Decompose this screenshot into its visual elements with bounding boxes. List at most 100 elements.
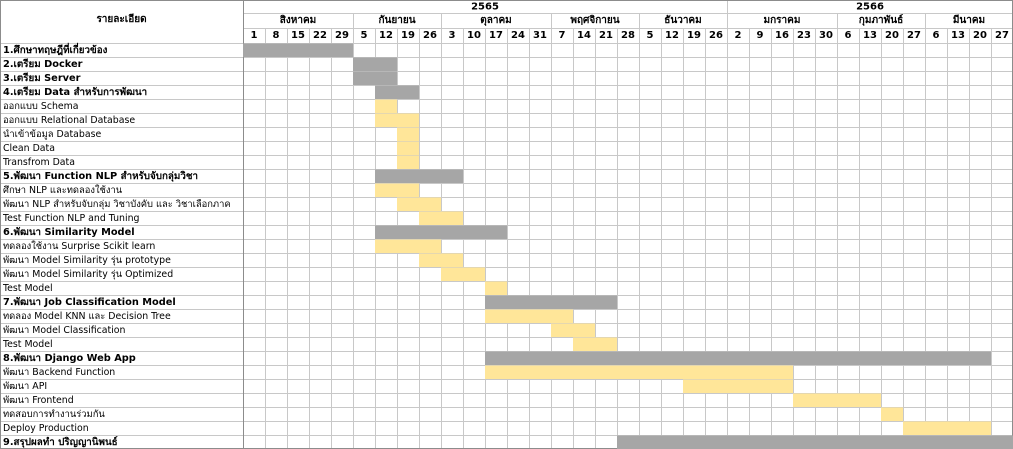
bar-9 [397, 155, 419, 169]
phase-label: 4.เตรียม Data สำหรับการพัฒนา [3, 86, 147, 98]
day-label: 15 [291, 30, 305, 41]
bar-15 [375, 239, 441, 253]
day-label: 10 [467, 30, 481, 41]
day-label: 12 [665, 30, 679, 41]
bar-23 [485, 351, 991, 365]
day-label: 2 [735, 30, 742, 41]
day-label: 6 [933, 30, 940, 41]
day-label: 20 [885, 30, 899, 41]
bar-14 [375, 225, 507, 239]
day-label: 19 [401, 30, 415, 41]
month-label: มกราคม [764, 15, 801, 26]
bars [243, 43, 1013, 449]
day-label: 5 [361, 30, 368, 41]
year-label: 2566 [856, 2, 884, 13]
task-label: ออกแบบ Schema [3, 101, 79, 112]
task-label: นำเข้าข้อมูล Database [3, 129, 101, 140]
year-label: 2565 [471, 2, 499, 13]
task-label: Deploy Production [3, 423, 89, 434]
day-label: 7 [559, 30, 566, 41]
phase-label: 2.เตรียม Docker [3, 58, 83, 70]
day-label: 22 [313, 30, 327, 41]
bar-17 [441, 267, 485, 281]
bar-29 [617, 435, 1013, 449]
phase-label: 7.พัฒนา Job Classification Model [3, 296, 176, 308]
day-label: 13 [863, 30, 877, 41]
day-label: 3 [449, 30, 456, 41]
bar-22 [573, 337, 617, 351]
phase-label: 6.พัฒนา Similarity Model [3, 226, 135, 238]
bar-4 [375, 85, 419, 99]
month-label: มีนาคม [953, 14, 985, 26]
bar-6 [375, 113, 419, 127]
day-label: 19 [687, 30, 701, 41]
day-label: 29 [335, 30, 349, 41]
phase-label: 8.พัฒนา Django Web App [3, 352, 136, 364]
bar-24 [485, 365, 793, 379]
month-label: ธันวาคม [664, 14, 701, 26]
day-label: 8 [273, 30, 280, 41]
bar-12 [397, 197, 441, 211]
bar-13 [419, 211, 463, 225]
task-label: พัฒนา Model Similarity รุ่น Optimized [3, 269, 173, 280]
day-label: 13 [951, 30, 965, 41]
bar-5 [375, 99, 397, 113]
phase-label: 1.ศึกษาทฤษฎีที่เกี่ยวข้อง [3, 42, 108, 56]
month-label: สิงหาคม [280, 14, 316, 26]
task-label: พัฒนา Model Classification [3, 325, 126, 336]
day-label: 1 [251, 30, 258, 41]
bar-25 [683, 379, 793, 393]
day-label: 27 [907, 30, 921, 41]
task-label: ศึกษา NLP และทดลองใช้งาน [3, 184, 123, 196]
task-label: พัฒนา Frontend [3, 395, 74, 406]
day-label: 12 [379, 30, 393, 41]
bar-28 [903, 421, 991, 435]
month-label: พฤศจิกายน [570, 14, 619, 26]
day-label: 31 [533, 30, 547, 41]
task-label: ออกแบบ Relational Database [3, 115, 135, 126]
bar-21 [551, 323, 595, 337]
bar-2 [353, 57, 397, 71]
phase-label: 3.เตรียม Server [3, 72, 81, 84]
bar-26 [793, 393, 881, 407]
bar-10 [375, 169, 463, 183]
task-label: Transfrom Data [2, 157, 75, 168]
bar-19 [485, 295, 617, 309]
bar-8 [397, 141, 419, 155]
month-label: กันยายน [378, 14, 415, 26]
phase-label: 9.สรุปผลทำ ปริญญานิพนธ์ [3, 436, 118, 448]
day-label: 24 [511, 30, 525, 41]
bar-7 [397, 127, 419, 141]
month-label: กุมภาพันธ์ [859, 14, 903, 26]
bar-18 [485, 281, 507, 295]
phase-label: 5.พัฒนา Function NLP สำหรับจับกลุ่มวิชา [3, 170, 198, 182]
bar-11 [375, 183, 419, 197]
day-label: 17 [489, 30, 503, 41]
task-label: พัฒนา Model Similarity รุ่น prototype [3, 255, 171, 266]
bar-20 [485, 309, 573, 323]
header-label: รายละเอียด [96, 13, 146, 25]
task-label: Clean Data [3, 143, 55, 154]
task-label: Test Function NLP and Tuning [2, 213, 140, 224]
task-label: Test Model [2, 283, 53, 294]
day-label: 6 [845, 30, 852, 41]
task-label: พัฒนา Backend Function [3, 367, 115, 378]
day-label: 28 [621, 30, 635, 41]
day-label: 26 [709, 30, 723, 41]
bar-3 [353, 71, 397, 85]
bar-1 [243, 43, 353, 57]
day-label: 5 [647, 30, 654, 41]
day-label: 20 [973, 30, 987, 41]
day-label: 16 [775, 30, 789, 41]
day-label: 9 [757, 30, 764, 41]
day-label: 14 [577, 30, 591, 41]
task-label: ทดลอง Model KNN และ Decision Tree [3, 311, 171, 322]
task-label: ทดลองใช้งาน Surprise Scikit learn [3, 240, 155, 252]
day-label: 26 [423, 30, 437, 41]
day-label: 21 [599, 30, 613, 41]
task-label: พัฒนา NLP สำหรับจับกลุ่ม วิชาบังคับ และ … [3, 199, 231, 210]
